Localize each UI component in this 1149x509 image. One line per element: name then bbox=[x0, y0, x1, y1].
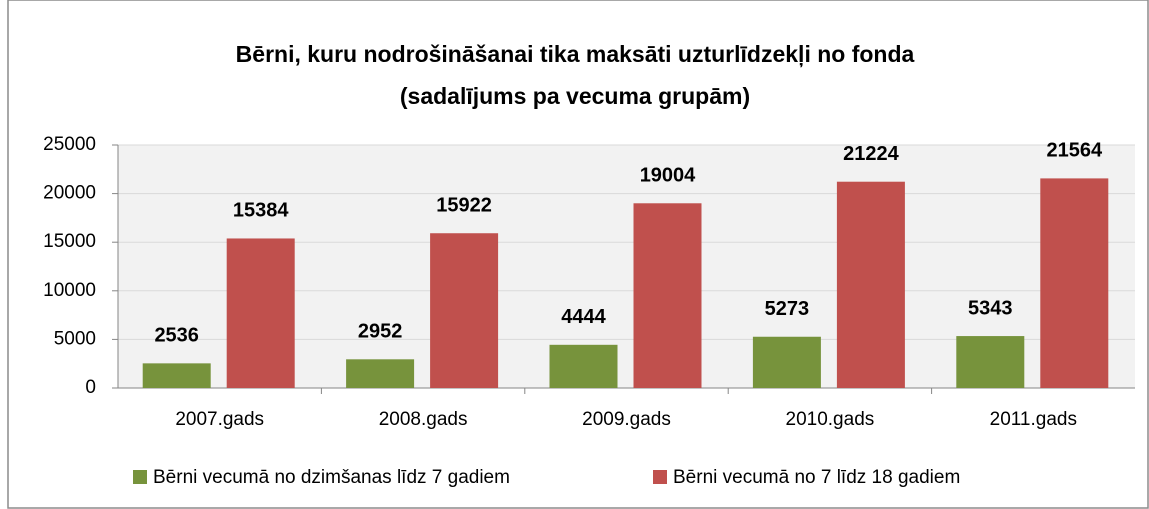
value-label: 5273 bbox=[765, 298, 810, 320]
bar bbox=[549, 344, 618, 388]
bar bbox=[226, 238, 295, 388]
value-label: 2952 bbox=[358, 321, 403, 343]
y-tick-label: 25000 bbox=[43, 134, 96, 155]
bar bbox=[1040, 178, 1109, 388]
bar bbox=[956, 336, 1025, 388]
x-tick-label: 2011.gads bbox=[990, 409, 1077, 430]
x-tick-label: 2009.gads bbox=[582, 409, 671, 430]
x-tick-label: 2010.gads bbox=[786, 409, 875, 430]
y-tick-label: 10000 bbox=[43, 280, 96, 301]
value-label: 2536 bbox=[154, 325, 199, 347]
legend-swatch bbox=[653, 470, 667, 484]
value-label: 21564 bbox=[1046, 140, 1102, 162]
y-tick-label: 20000 bbox=[43, 183, 96, 204]
value-label: 4444 bbox=[561, 306, 606, 328]
y-tick-label: 15000 bbox=[43, 231, 96, 252]
chart-title: Bērni, kuru nodrošināšanai tika maksāti … bbox=[236, 41, 915, 67]
bar bbox=[346, 359, 415, 388]
legend-label: Bērni vecumā no 7 līdz 18 gadiem bbox=[673, 467, 960, 488]
x-tick-label: 2007.gads bbox=[175, 409, 264, 430]
legend-label: Bērni vecumā no dzimšanas līdz 7 gadiem bbox=[153, 467, 510, 488]
bar bbox=[430, 233, 499, 388]
y-tick-label: 5000 bbox=[54, 328, 96, 349]
value-label: 5343 bbox=[968, 297, 1013, 319]
value-label: 15384 bbox=[233, 200, 289, 222]
x-tick-label: 2008.gads bbox=[379, 409, 468, 430]
bar bbox=[752, 336, 821, 388]
bar bbox=[836, 181, 905, 388]
chart-title: (sadalījums pa vecuma grupām) bbox=[400, 83, 750, 109]
bar bbox=[142, 363, 211, 388]
value-label: 15922 bbox=[436, 195, 492, 217]
value-label: 19004 bbox=[640, 165, 696, 187]
value-label: 21224 bbox=[843, 143, 899, 165]
legend-swatch bbox=[133, 470, 147, 484]
y-tick-label: 0 bbox=[85, 377, 96, 398]
bar bbox=[633, 203, 702, 388]
